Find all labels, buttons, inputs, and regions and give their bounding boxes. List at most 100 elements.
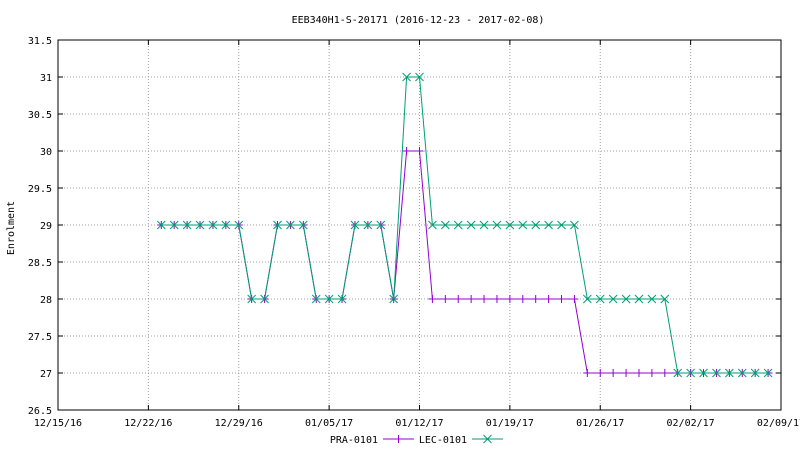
- data-point: [221, 220, 231, 230]
- data-point: [428, 220, 437, 230]
- data-point: [298, 220, 308, 230]
- x-tick-label: 12/22/16: [124, 418, 172, 429]
- data-point: [531, 295, 540, 303]
- data-point: [195, 220, 205, 230]
- data-point: [737, 368, 747, 378]
- x-tick-label: 02/09/17: [757, 418, 800, 429]
- x-tick-label: 01/26/17: [576, 418, 624, 429]
- data-point: [622, 369, 631, 377]
- data-point: [234, 220, 244, 230]
- y-tick-label: 28: [40, 295, 52, 306]
- x-tick-label: 01/19/17: [486, 418, 534, 429]
- series-line: [161, 150, 769, 374]
- y-tick-label: 27.5: [28, 332, 52, 343]
- legend-label: LEC-0101: [419, 435, 467, 446]
- data-point: [415, 147, 424, 155]
- legend-label: PRA-0101: [330, 435, 378, 446]
- data-point: [557, 220, 566, 230]
- y-tick-label: 29: [40, 221, 52, 232]
- data-point: [634, 294, 644, 304]
- data-point: [492, 295, 501, 303]
- x-tick-label: 12/29/16: [215, 418, 263, 429]
- series-layer: [156, 72, 773, 378]
- y-tick-label: 31.5: [28, 36, 52, 47]
- data-point: [763, 368, 773, 378]
- data-point: [673, 368, 683, 378]
- data-point: [394, 435, 403, 443]
- legend-item: PRA-0101: [330, 435, 414, 446]
- data-point: [608, 294, 618, 304]
- data-point: [467, 295, 476, 303]
- data-point: [531, 220, 541, 230]
- data-point: [402, 72, 411, 82]
- data-point: [415, 72, 424, 82]
- data-point: [518, 220, 528, 230]
- data-point: [182, 220, 192, 230]
- data-point: [376, 220, 386, 230]
- data-point: [609, 369, 618, 377]
- data-point: [596, 369, 605, 377]
- data-point: [505, 295, 514, 303]
- y-tick-label: 27: [40, 369, 52, 380]
- data-point: [634, 369, 643, 377]
- data-point: [453, 220, 463, 230]
- data-point: [699, 368, 708, 378]
- data-point: [324, 294, 334, 304]
- chart-title: EEB340H1-S-20171 (2016-12-23 - 2017-02-0…: [292, 15, 545, 26]
- data-point: [247, 294, 257, 304]
- x-tick-label: 01/05/17: [305, 418, 353, 429]
- data-point: [479, 220, 489, 230]
- data-point: [156, 220, 166, 230]
- data-point: [389, 294, 399, 304]
- data-point: [428, 295, 437, 303]
- x-tick-label: 01/12/17: [395, 418, 443, 429]
- data-point: [169, 220, 179, 230]
- data-point: [660, 369, 669, 377]
- data-point: [557, 295, 566, 303]
- data-point: [647, 294, 657, 304]
- data-point: [311, 294, 321, 304]
- data-point: [440, 220, 450, 230]
- data-point: [582, 294, 592, 304]
- data-point: [350, 220, 360, 230]
- data-point: [286, 220, 295, 230]
- data-point: [441, 295, 450, 303]
- axis-ticks: 12/15/16 12/22/16 12/29/16 01/05/17 01/12/17…: [28, 36, 800, 429]
- data-point: [483, 434, 492, 444]
- y-axis-label: Enrolment: [6, 201, 17, 255]
- data-point: [583, 369, 592, 377]
- data-point: [273, 220, 282, 230]
- data-point: [363, 220, 373, 230]
- data-point: [621, 294, 631, 304]
- y-tick-label: 30.5: [28, 110, 52, 121]
- data-point: [454, 295, 463, 303]
- y-tick-label: 31: [40, 73, 52, 84]
- data-point: [466, 220, 476, 230]
- data-point: [647, 369, 656, 377]
- legend: PRA-0101 LEC-0101: [330, 434, 503, 446]
- y-tick-label: 28.5: [28, 258, 52, 269]
- series-lec-0101: [156, 72, 773, 378]
- data-point: [570, 295, 579, 303]
- data-point: [725, 368, 734, 378]
- data-point: [505, 220, 515, 230]
- data-point: [208, 220, 218, 230]
- data-point: [544, 220, 553, 230]
- legend-item: LEC-0101: [419, 434, 503, 446]
- data-point: [337, 294, 347, 304]
- data-point: [544, 295, 553, 303]
- data-point: [712, 368, 721, 378]
- y-tick-label: 30: [40, 147, 52, 158]
- data-point: [518, 295, 527, 303]
- data-point: [402, 147, 411, 155]
- data-point: [492, 220, 502, 230]
- y-tick-label: 26.5: [28, 406, 52, 417]
- data-point: [595, 294, 605, 304]
- series-line: [161, 76, 769, 374]
- data-point: [480, 295, 489, 303]
- data-point: [660, 294, 670, 304]
- y-tick-label: 29.5: [28, 184, 52, 195]
- x-tick-label: 02/02/17: [667, 418, 715, 429]
- data-point: [570, 220, 579, 230]
